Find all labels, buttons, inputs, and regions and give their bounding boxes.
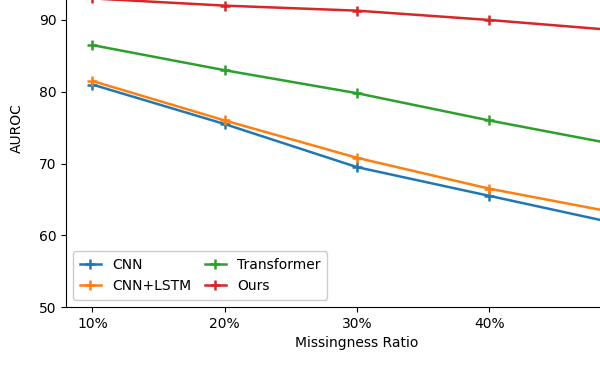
Ours bbox=[485, 18, 493, 22]
CNN+LSTM bbox=[89, 79, 96, 83]
Line: Transformer: Transformer bbox=[88, 40, 600, 151]
CNN+LSTM bbox=[353, 155, 361, 160]
Transformer bbox=[89, 43, 96, 47]
CNN+LSTM bbox=[485, 186, 493, 191]
CNN bbox=[485, 194, 493, 198]
Transformer bbox=[485, 118, 493, 123]
Transformer bbox=[221, 68, 229, 73]
Line: CNN: CNN bbox=[88, 80, 600, 229]
Legend: CNN, CNN+LSTM, Transformer, Ours: CNN, CNN+LSTM, Transformer, Ours bbox=[73, 251, 327, 300]
Line: Ours: Ours bbox=[88, 0, 600, 36]
CNN bbox=[89, 83, 96, 87]
Ours bbox=[353, 9, 361, 13]
Y-axis label: AUROC: AUROC bbox=[10, 103, 25, 152]
Transformer bbox=[353, 91, 361, 95]
X-axis label: Missingness Ratio: Missingness Ratio bbox=[295, 336, 419, 350]
CNN bbox=[353, 165, 361, 169]
Ours bbox=[89, 0, 96, 1]
CNN+LSTM bbox=[221, 118, 229, 123]
CNN bbox=[221, 122, 229, 126]
Ours bbox=[221, 3, 229, 8]
Line: CNN+LSTM: CNN+LSTM bbox=[88, 76, 600, 219]
